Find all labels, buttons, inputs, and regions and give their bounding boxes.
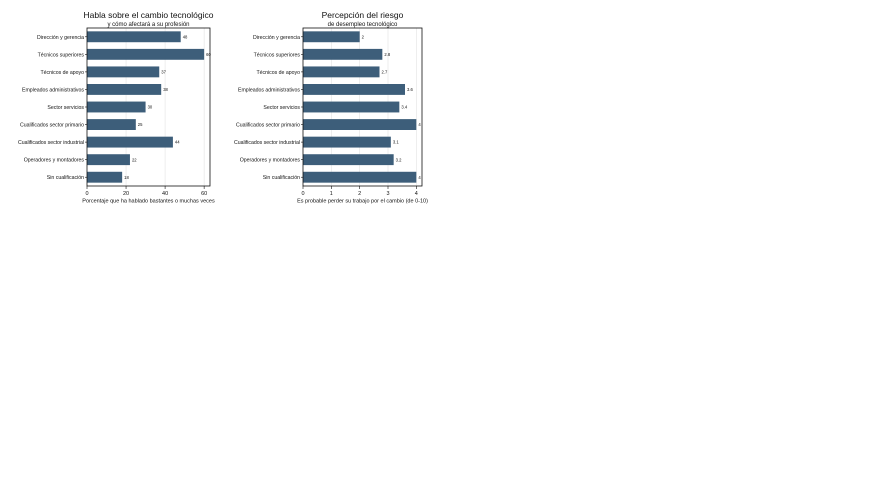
bar — [87, 31, 181, 43]
chart-2: Percepción del riesgo de desempleo tecnol… — [234, 10, 428, 205]
bar-value-label: 25 — [138, 122, 143, 127]
bar-value-label: 3.6 — [407, 87, 413, 92]
y-tick-label: Cualificados sector primario — [236, 123, 300, 129]
chart-subtitle: de desempleo tecnológico — [328, 22, 398, 28]
bar-value-label: 2 — [362, 34, 365, 39]
bar-value-label: 60 — [206, 52, 211, 57]
bar — [303, 84, 405, 95]
y-tick-label: Empleados administrativos — [22, 87, 84, 93]
bar-value-label: 3.2 — [396, 157, 402, 162]
x-tick-label: 60 — [201, 191, 207, 197]
bar — [303, 154, 394, 166]
bar — [87, 154, 130, 166]
y-tick-label: Técnicos superiores — [38, 52, 85, 58]
x-tick-label: 1 — [330, 191, 333, 197]
y-tick-label: Técnicos de apoyo — [256, 70, 300, 76]
bar-value-label: 4 — [418, 122, 421, 127]
bar-value-label: 18 — [124, 175, 129, 180]
chart-1: Habla sobre el cambio tecnológico y cómo … — [18, 10, 215, 205]
bar-value-label: 3.1 — [393, 140, 399, 145]
bar — [87, 136, 173, 148]
bar — [87, 101, 146, 113]
bar — [303, 31, 360, 43]
bar-value-label: 48 — [183, 34, 188, 39]
bar-value-label: 4 — [418, 175, 421, 180]
y-tick-label: Operadores y montadores — [24, 158, 85, 164]
bar — [87, 48, 205, 60]
x-tick-label: 0 — [85, 191, 88, 197]
bar — [303, 171, 417, 183]
x-tick-label: 20 — [123, 191, 129, 197]
bar-value-label: 37 — [161, 69, 166, 74]
y-tick-label: Cualificados sector primario — [20, 123, 84, 129]
y-tick-label: Sector servicios — [47, 105, 84, 111]
x-tick-label: 40 — [162, 191, 168, 197]
y-tick-label: Cualificados sector industrial — [18, 140, 84, 146]
y-tick-label: Dirección y gerencia — [253, 35, 300, 41]
bar — [303, 136, 391, 148]
chart-title: Percepción del riesgo — [322, 10, 404, 20]
x-tick-label: 0 — [301, 191, 304, 197]
x-tick-label: 3 — [386, 191, 389, 197]
bar-value-label: 2.8 — [384, 52, 390, 57]
chart-subtitle: y cómo afectará a su profesión — [107, 22, 189, 28]
y-tick-label: Cualificados sector industrial — [234, 140, 300, 146]
bar-value-label: 3.4 — [401, 105, 407, 110]
bar-value-label: 44 — [175, 140, 180, 145]
plot-frame — [86, 27, 211, 187]
x-tick-label: 4 — [415, 191, 418, 197]
bar — [87, 119, 136, 130]
y-tick-label: Dirección y gerencia — [37, 35, 84, 41]
bar — [87, 66, 160, 78]
chart-title: Habla sobre el cambio tecnológico — [84, 10, 214, 20]
bar-value-label: 22 — [132, 157, 137, 162]
y-tick-label: Sin cualificación — [263, 175, 300, 181]
bar — [303, 101, 400, 113]
bar-value-label: 38 — [163, 87, 168, 92]
x-axis-label: Porcentaje que ha hablado bastantes o mu… — [82, 199, 215, 205]
y-tick-label: Sector servicios — [263, 105, 300, 111]
x-tick-label: 2 — [358, 191, 361, 197]
x-axis-label: Es probable perder su trabajo por el cam… — [297, 199, 428, 205]
bar — [87, 171, 123, 183]
bar — [87, 84, 162, 95]
plot-frame — [302, 27, 423, 187]
y-tick-label: Sin cualificación — [47, 175, 84, 181]
bar — [303, 119, 417, 130]
y-tick-label: Operadores y montadores — [240, 158, 301, 164]
bar-value-label: 30 — [148, 105, 153, 110]
y-tick-label: Técnicos superiores — [254, 52, 301, 58]
bar — [303, 66, 380, 78]
y-tick-label: Técnicos de apoyo — [40, 70, 84, 76]
bar-value-label: 2.7 — [382, 69, 388, 74]
y-tick-label: Empleados administrativos — [238, 87, 300, 93]
bar — [303, 48, 383, 60]
